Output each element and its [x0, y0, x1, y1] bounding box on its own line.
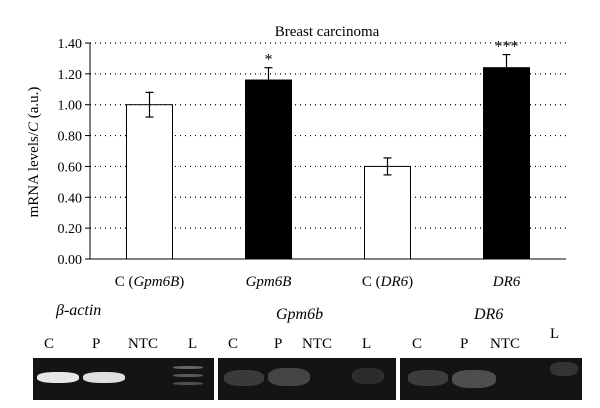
gel-band: [452, 370, 496, 388]
gel-band: [173, 374, 203, 377]
significance-label: ***: [495, 39, 519, 56]
lane-label: P: [460, 336, 469, 352]
y-tick-label: 1.40: [58, 37, 83, 52]
chart-title: Breast carcinoma: [275, 24, 380, 40]
y-tick-label: 0.00: [58, 253, 83, 268]
error-bars: [145, 53, 511, 176]
lane-label: C: [44, 336, 55, 352]
significance-markers: ****: [265, 39, 519, 69]
bars: [126, 67, 530, 260]
gel-band: [173, 382, 203, 385]
x-axis-labels: C (Gpm6B) Gpm6B C (DR6) DR6: [115, 274, 521, 290]
lane-label: P: [92, 336, 101, 352]
lane-label: C: [228, 336, 239, 352]
lane-label: L: [362, 336, 372, 352]
gel-band: [173, 366, 203, 369]
lane-label: NTC: [490, 336, 520, 352]
gel-image-dr6: [400, 358, 582, 400]
gel-band: [37, 372, 79, 383]
gel-band: [268, 368, 310, 386]
y-tick-label: 0.40: [58, 191, 83, 206]
gel-panel-beta-actin: β-actin C P NTC L: [30, 302, 214, 402]
bar: [483, 67, 530, 260]
lane-label: NTC: [302, 336, 332, 352]
lane-label: NTC: [128, 336, 158, 352]
category-label: DR6: [492, 274, 521, 290]
lane-label: L: [188, 336, 198, 352]
lane-label: L: [550, 326, 560, 342]
y-tick-label: 1.00: [58, 99, 83, 114]
y-axis-ticks: 0.00 0.20 0.40 0.60 0.80 1.00 1.20 1.40: [58, 37, 90, 268]
gel-band: [83, 372, 125, 383]
y-axis-title: mRNA levels/C (a.u.): [26, 87, 42, 218]
significance-label: *: [265, 52, 273, 69]
bar: [245, 79, 292, 260]
gel-title-beta-actin: β-actin: [56, 302, 102, 319]
gel-panel-gpm6b: Gpm6b C P NTC L: [214, 302, 398, 402]
category-label: C (Gpm6B): [115, 274, 185, 290]
gel-band: [224, 370, 264, 386]
category-label: Gpm6B: [246, 274, 292, 290]
y-tick-label: 0.20: [58, 222, 83, 237]
gel-band: [408, 370, 448, 386]
y-tick-label: 0.80: [58, 130, 83, 145]
lane-label: C: [412, 336, 423, 352]
gel-band: [352, 368, 384, 384]
bar-chart: Breast carcinoma 0.00 0.20 0.40 0.60 0.80 1.0…: [26, 24, 566, 290]
lane-label: P: [274, 336, 283, 352]
bar: [364, 165, 411, 260]
gel-image-beta-actin: [33, 358, 214, 400]
bar: [126, 104, 173, 260]
gel-title-gpm6b: Gpm6b: [276, 306, 324, 323]
gel-band: [550, 362, 578, 376]
y-tick-label: 0.60: [58, 160, 83, 175]
gel-panel-dr6: DR6 C P NTC L: [398, 302, 582, 402]
y-tick-label: 1.20: [58, 68, 83, 83]
gel-image-gpm6b: [218, 358, 396, 400]
gel-title-dr6: DR6: [474, 306, 504, 323]
category-label: C (DR6): [362, 274, 413, 290]
